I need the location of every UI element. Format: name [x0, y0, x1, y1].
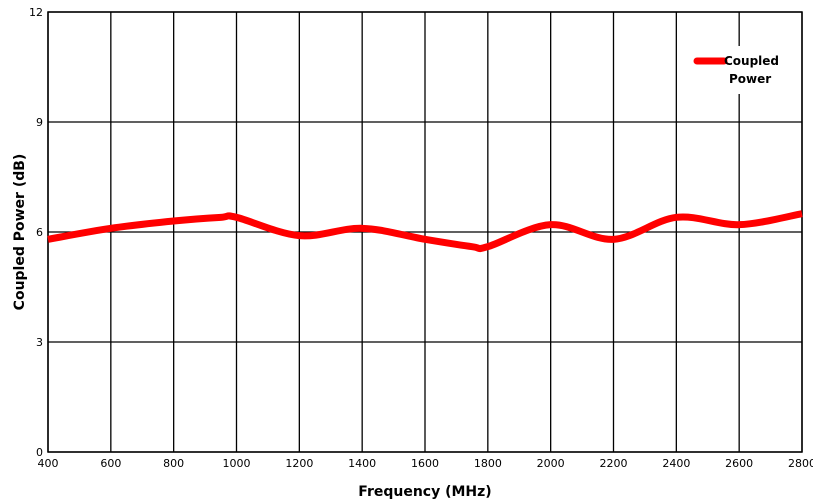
legend-box: [690, 46, 798, 94]
y-tick-label: 3: [36, 336, 43, 349]
plot-area: [47, 11, 803, 453]
x-tick-label: 2600: [725, 457, 753, 470]
legend-label-line2: Power: [729, 72, 771, 86]
y-tick-label: 9: [36, 116, 43, 129]
legend-label-line1: Coupled: [724, 54, 779, 68]
y-tick-label: 12: [29, 6, 43, 19]
x-tick-label: 2400: [662, 457, 690, 470]
x-tick-label: 1200: [285, 457, 313, 470]
y-tick-label: 6: [36, 226, 43, 239]
x-tick-label: 400: [38, 457, 59, 470]
x-tick-labels: 400 600 800 1000 1200 1400 1600 1800 2000 2200 240…: [38, 457, 813, 470]
x-tick-label: 1600: [411, 457, 439, 470]
series-layer: [47, 210, 803, 253]
x-tick-label: 1800: [474, 457, 502, 470]
x-tick-label: 2800: [788, 457, 813, 470]
grid-lines: [47, 11, 803, 453]
x-tick-label: 600: [100, 457, 121, 470]
series-line-coupled-power: [47, 210, 803, 253]
x-axis-title: Frequency (MHz): [358, 484, 491, 500]
y-tick-labels: 0 3 6 9 12: [29, 6, 43, 459]
x-tick-label: 1400: [348, 457, 376, 470]
x-tick-label: 2000: [537, 457, 565, 470]
x-tick-label: 1000: [223, 457, 251, 470]
x-tick-label: 800: [163, 457, 184, 470]
y-tick-label: 0: [36, 446, 43, 459]
y-axis-title: Coupled Power (dB): [12, 154, 28, 311]
legend: Coupled Power: [690, 46, 798, 94]
x-tick-label: 2200: [600, 457, 628, 470]
